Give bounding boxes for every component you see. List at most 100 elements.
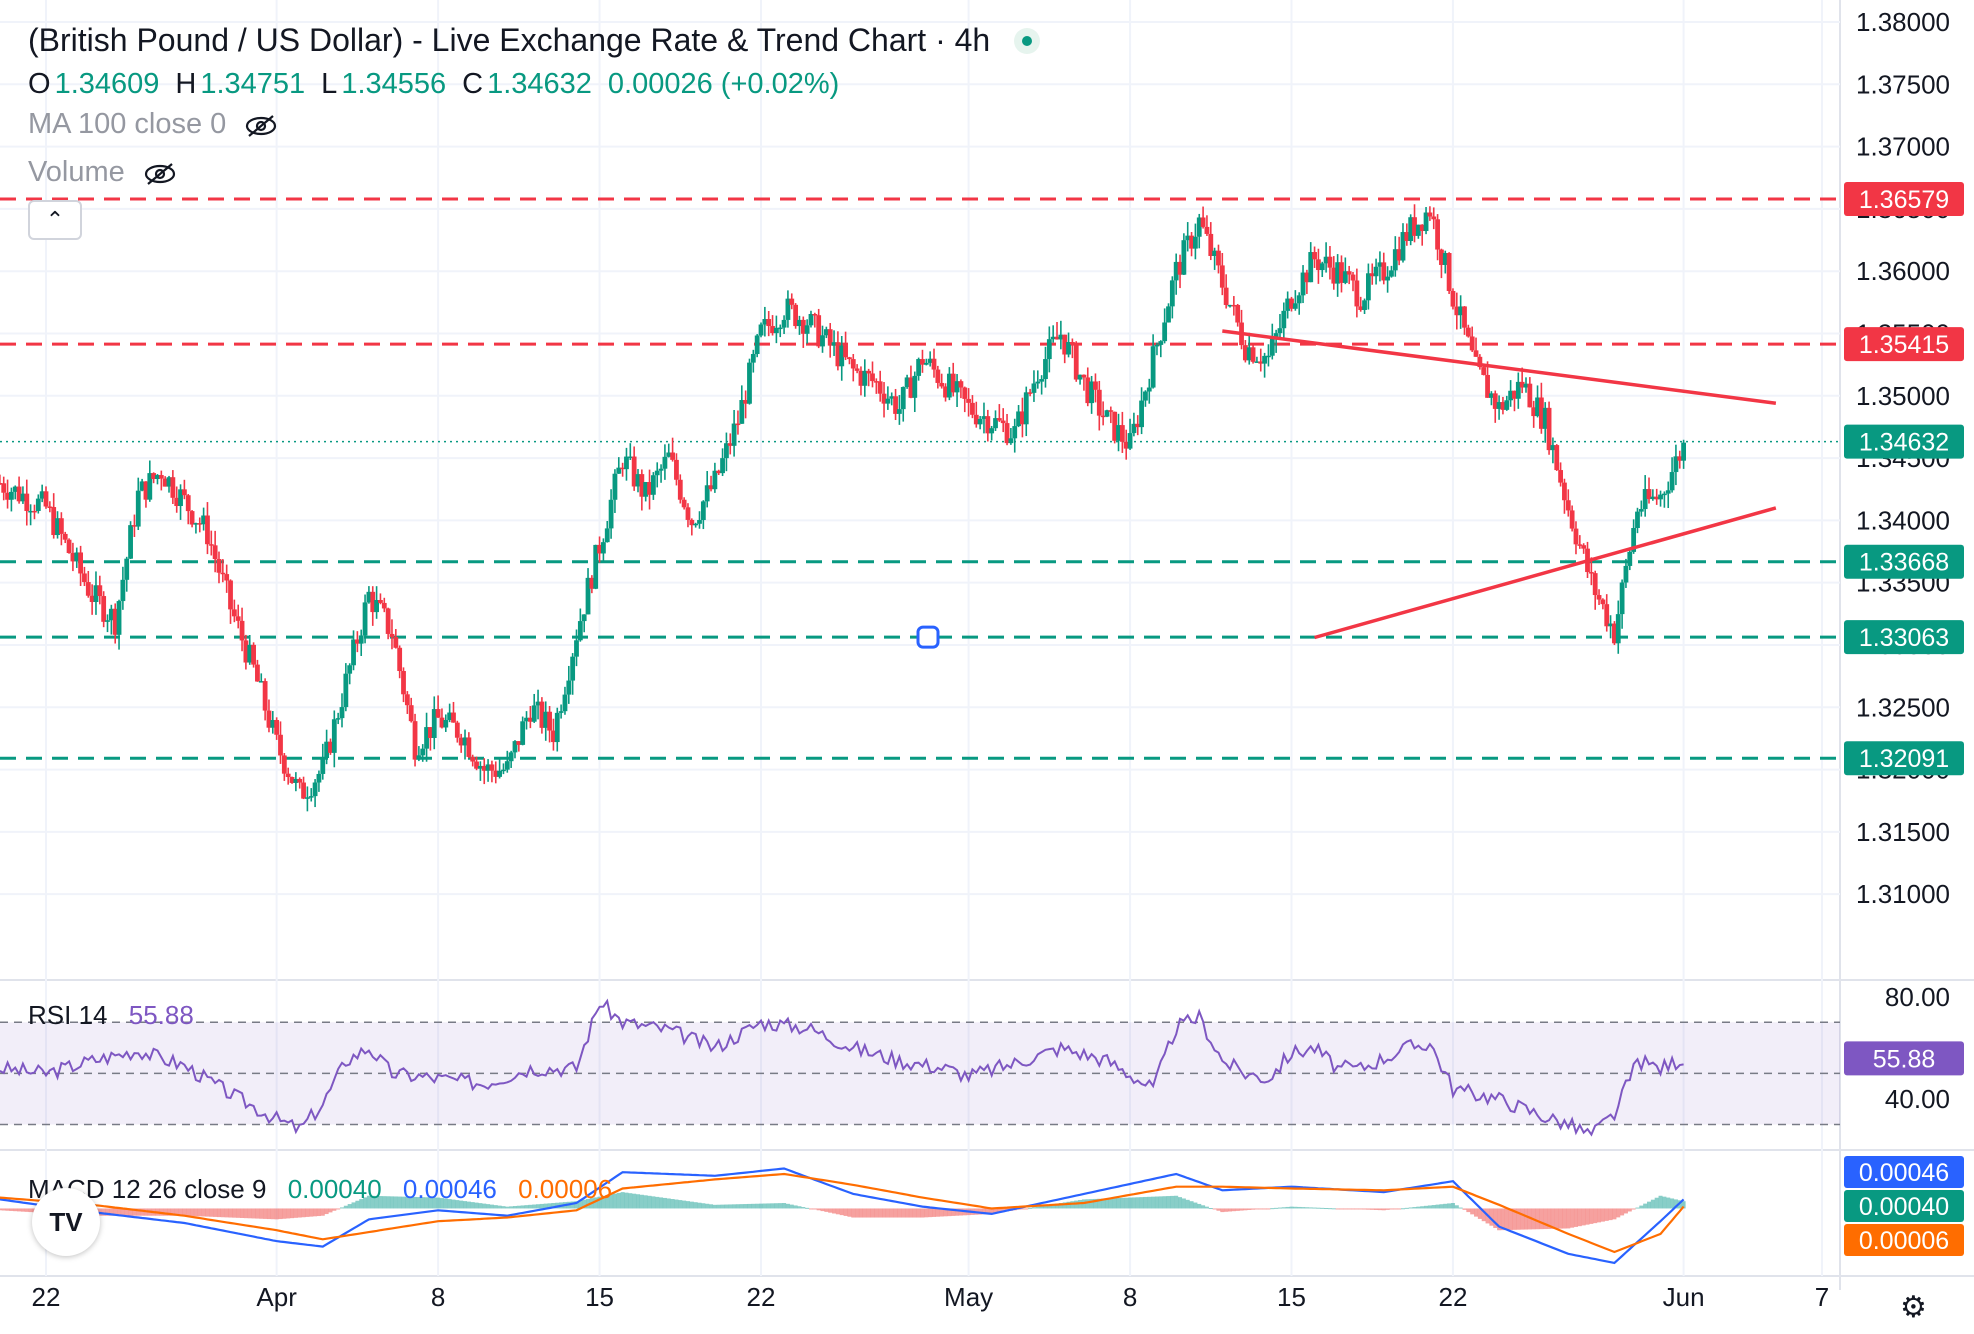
eye-off-icon[interactable]: [244, 113, 278, 137]
candle-body: [666, 452, 672, 457]
candle-body: [143, 481, 149, 500]
macd-histogram-bar: [874, 1208, 879, 1218]
macd-histogram-bar: [1570, 1208, 1575, 1228]
candle-body: [1608, 623, 1613, 627]
macd-histogram-bar: [1131, 1197, 1136, 1209]
candle-body: [954, 381, 960, 393]
candle-body: [520, 721, 526, 745]
macd-histogram-bar: [1062, 1202, 1067, 1209]
candle-body: [1296, 295, 1302, 304]
candle-body: [1554, 445, 1560, 471]
macd-histogram-bar: [647, 1195, 652, 1209]
gear-icon[interactable]: ⚙: [1900, 1291, 1927, 1324]
level-price-tag: [1844, 620, 1964, 655]
candle-body: [604, 528, 610, 543]
macd-histogram-bar: [309, 1208, 314, 1217]
macd-histogram-bar: [1450, 1203, 1455, 1209]
candle-body: [1350, 274, 1356, 281]
macd-histogram-bar: [505, 1206, 510, 1209]
candle-body: [608, 499, 614, 529]
candle-body: [897, 409, 902, 414]
macd-histogram-bar: [1251, 1208, 1256, 1210]
candle-body: [201, 515, 207, 525]
candle-body: [189, 511, 195, 525]
ma-indicator-legend[interactable]: MA 100 close 0: [28, 108, 278, 141]
macd-histogram-bar: [1335, 1208, 1340, 1210]
open-value: 1.34609: [54, 68, 160, 100]
macd-histogram-bar: [1635, 1207, 1640, 1209]
candle-body: [547, 711, 552, 731]
price-labels: 1.36579 1.35415 1.33668 1.33063 1.32091 1.346…: [1844, 182, 1964, 1256]
candle-body: [935, 369, 941, 383]
candle-body: [812, 313, 818, 316]
macd-histogram-bar: [1647, 1201, 1652, 1209]
macd-histogram-bar: [1051, 1204, 1056, 1209]
ma-label: MA 100 close 0: [28, 108, 227, 140]
volume-indicator-legend[interactable]: Volume: [28, 156, 177, 189]
candle-body: [793, 304, 799, 327]
macd-histogram-bar: [167, 1208, 172, 1216]
candle-body: [1377, 262, 1383, 267]
candle-body: [1431, 216, 1437, 220]
candle-body: [474, 761, 479, 769]
macd-histogram-bar: [785, 1203, 790, 1209]
tradingview-logo-icon[interactable]: TV: [32, 1188, 100, 1256]
candle-body: [854, 368, 860, 371]
macd-histogram-bar: [1308, 1207, 1313, 1209]
candle-body: [923, 362, 929, 365]
macd-histogram-bar: [666, 1198, 671, 1209]
macd-histogram-bar: [1277, 1207, 1282, 1209]
macd-histogram-bar: [1189, 1201, 1194, 1209]
y-tick-label: 1.38000: [1856, 7, 1950, 37]
macd-histogram-bar: [597, 1196, 602, 1209]
candle-body: [1638, 509, 1644, 512]
macd-histogram-bar: [651, 1196, 656, 1209]
candle-body: [504, 761, 510, 770]
macd-histogram-bar: [186, 1208, 191, 1216]
candle-body: [289, 777, 295, 783]
macd-histogram-bar: [1427, 1205, 1432, 1209]
candle-body: [689, 519, 695, 526]
candle-body: [1535, 397, 1540, 417]
macd-histogram-bar: [1385, 1208, 1390, 1210]
macd-histogram-bar: [593, 1197, 598, 1209]
candle-body: [558, 711, 564, 713]
macd-histogram-bar: [328, 1208, 333, 1213]
candle-body: [301, 782, 306, 799]
candle-body: [1, 483, 7, 493]
macd-histogram-bar: [105, 1208, 110, 1216]
macd-histogram-bar: [643, 1195, 648, 1209]
candle-body: [101, 596, 107, 622]
open-label: O: [28, 68, 51, 100]
macd-histogram-bar: [1658, 1195, 1663, 1209]
macd-histogram-bar: [216, 1208, 221, 1218]
macd-histogram-bar: [1239, 1208, 1244, 1211]
macd-histogram-bar: [1351, 1208, 1356, 1210]
macd-histogram-bar: [797, 1206, 802, 1209]
macd-histogram-bar: [1650, 1199, 1655, 1209]
macd-histogram-bar: [1539, 1208, 1544, 1230]
candle-body: [1066, 342, 1071, 355]
macd-histogram-bar: [1435, 1204, 1440, 1209]
macd-histogram-bar: [1654, 1197, 1659, 1209]
macd-histogram-bar: [720, 1204, 725, 1209]
rsi-value-label: 55.88: [1873, 1045, 1936, 1073]
macd-histogram-bar: [1301, 1207, 1306, 1209]
collapse-legend-button[interactable]: ⌃: [28, 200, 82, 240]
candle-body: [1677, 456, 1683, 461]
candle-body: [62, 533, 68, 540]
candle-body: [451, 712, 456, 723]
candle-body: [1550, 445, 1556, 451]
macd-histogram-bar: [1524, 1208, 1528, 1230]
macd-histogram-bar: [1389, 1208, 1394, 1210]
candle-body: [1123, 441, 1129, 449]
candle-body: [139, 481, 145, 491]
candle-body: [1285, 298, 1291, 311]
grid: [0, 0, 1974, 1290]
macd-histogram-bar: [263, 1208, 268, 1219]
candle-body: [1546, 407, 1552, 451]
macd-histogram-bar: [413, 1196, 418, 1209]
eye-off-icon[interactable]: [143, 161, 177, 185]
macd-histogram-bar: [978, 1208, 983, 1215]
